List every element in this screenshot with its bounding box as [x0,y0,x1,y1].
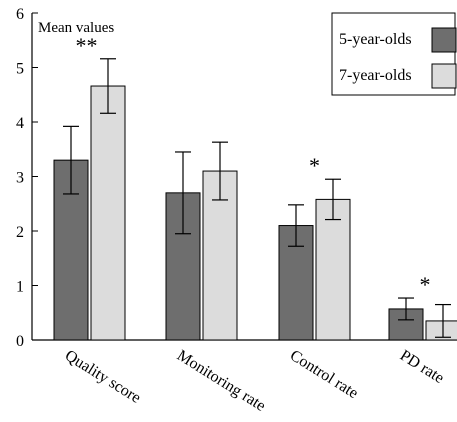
category-label: Quality score [62,347,144,407]
significance-marker: ** [76,33,98,58]
y-tick-label: 2 [16,224,24,241]
y-tick-label: 4 [16,115,24,132]
bar-7-year-olds-control-rate [315,198,351,341]
y-tick-label: 3 [16,170,24,187]
y-tick-label: 6 [16,6,24,23]
legend-label-7-year-olds: 7-year-olds [339,67,412,84]
category-label: Control rate [287,347,361,402]
bar-7-year-olds-quality-score [90,85,126,341]
bars-layer [53,58,457,341]
category-label: PD rate [397,347,447,387]
significance-marker: * [309,153,320,178]
legend-swatch-5-year-olds [431,27,457,53]
y-axis-label: Mean values [38,20,114,36]
significance-marker: * [420,272,431,297]
y-tick-label: 0 [16,333,24,350]
legend-label-5-year-olds: 5-year-olds [339,31,412,48]
category-label: Monitoring rate [174,347,269,415]
legend-swatch-7-year-olds [431,63,457,89]
y-tick-label: 5 [16,61,24,78]
legend: 5-year-olds 7-year-olds [331,12,457,96]
y-tick-label: 1 [16,279,24,296]
